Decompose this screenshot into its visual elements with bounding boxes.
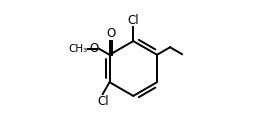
Text: CH₃: CH₃ — [68, 44, 87, 54]
Text: Cl: Cl — [127, 14, 139, 27]
Text: O: O — [89, 42, 98, 55]
Text: O: O — [106, 27, 115, 40]
Text: Cl: Cl — [97, 95, 108, 108]
